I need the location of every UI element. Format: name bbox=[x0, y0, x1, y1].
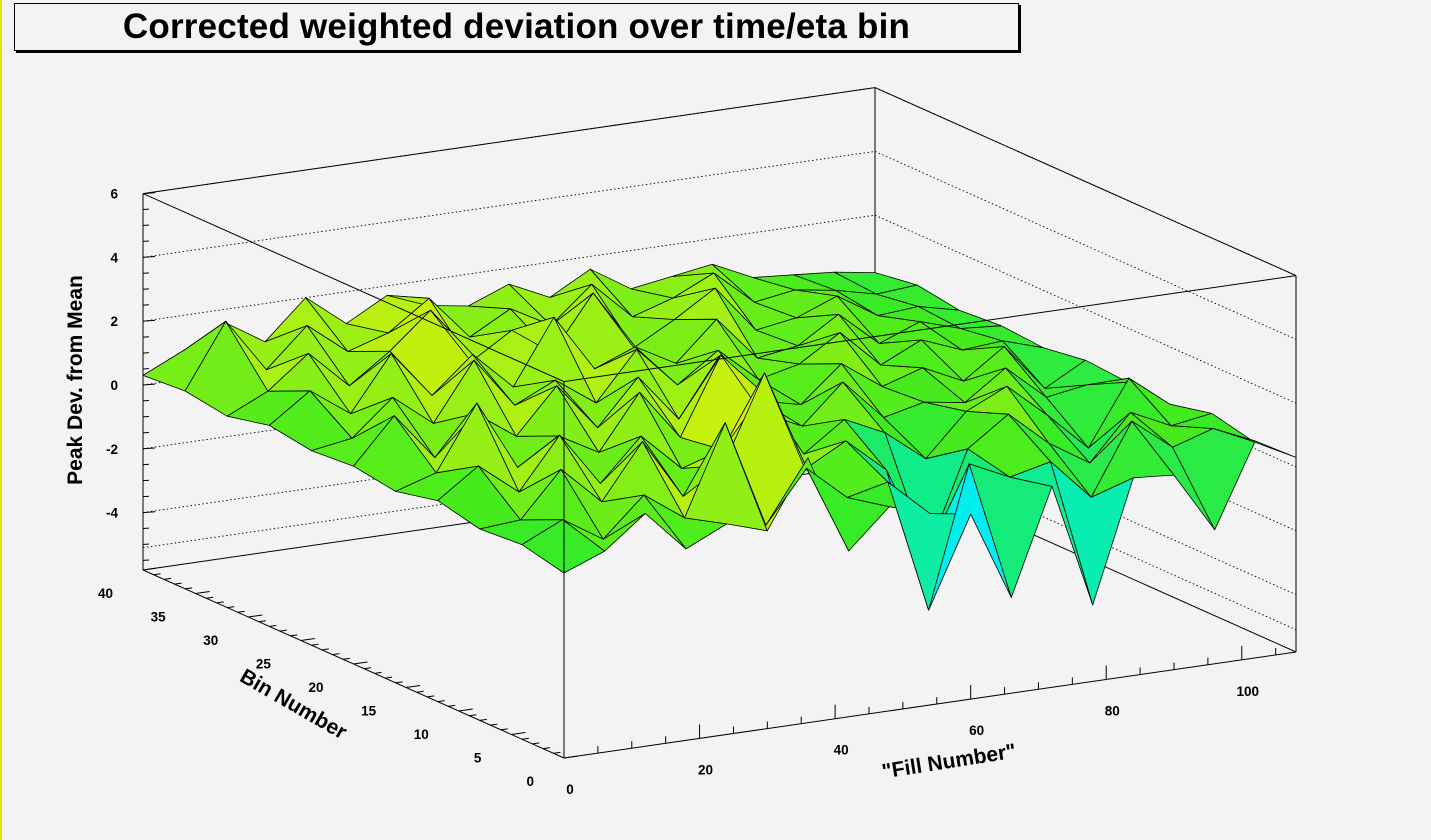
y-tick bbox=[216, 601, 224, 604]
x-tick-label: 80 bbox=[1105, 703, 1120, 718]
z-tick-label: -4 bbox=[106, 506, 118, 521]
y-tick bbox=[195, 591, 210, 594]
y-tick bbox=[427, 695, 435, 698]
y-tick bbox=[490, 723, 498, 726]
y-tick bbox=[469, 714, 477, 717]
x-axis-title: "Fill Number" bbox=[880, 740, 1017, 784]
y-tick bbox=[258, 620, 266, 623]
y-tick bbox=[227, 606, 235, 609]
y-tick bbox=[448, 704, 456, 707]
z-tick-label: 4 bbox=[110, 250, 118, 265]
z-tick bbox=[142, 256, 156, 258]
y-tick-label: 35 bbox=[151, 610, 167, 625]
y-tick bbox=[406, 685, 421, 688]
surface-mesh bbox=[142, 263, 1297, 611]
y-tick bbox=[532, 742, 540, 745]
y-tick bbox=[342, 657, 351, 660]
y-tick bbox=[185, 587, 193, 590]
y-tick bbox=[163, 577, 172, 580]
y-tick bbox=[542, 747, 551, 750]
x-tick-label: 60 bbox=[969, 723, 984, 738]
y-tick-label: 0 bbox=[526, 774, 534, 789]
y-tick bbox=[269, 624, 277, 627]
z-tick-label: 2 bbox=[110, 314, 118, 329]
z-gridline-back bbox=[142, 214, 876, 322]
y-tick bbox=[395, 681, 403, 684]
z-tick bbox=[142, 319, 156, 322]
y-tick bbox=[153, 573, 161, 576]
surface-cell bbox=[1212, 428, 1297, 458]
x-axis-line bbox=[563, 651, 1297, 759]
y-tick bbox=[416, 690, 424, 693]
y-tick-label: 10 bbox=[414, 727, 429, 742]
z-tick-label: 0 bbox=[110, 378, 118, 393]
y-tick bbox=[142, 567, 158, 571]
z-gridline-back bbox=[142, 87, 876, 195]
z-gridline-right bbox=[874, 150, 1297, 340]
y-tick-label: 15 bbox=[361, 704, 377, 719]
y-tick-label: 40 bbox=[98, 586, 113, 601]
y-tick bbox=[279, 629, 287, 632]
z-tick bbox=[142, 511, 156, 514]
y-tick bbox=[374, 671, 382, 674]
axis-tick-labels: 0 20 40 60 80 100 0 5 10 15 20 25 30 35 40 -4 -2 0 2 4 6 bbox=[98, 187, 1259, 797]
z-tick-label: 6 bbox=[110, 187, 118, 202]
chart-title-box: Corrected weighted deviation over time/e… bbox=[14, 3, 1019, 51]
y-tick bbox=[353, 661, 368, 665]
y-tick bbox=[458, 708, 473, 712]
box-edge-top-left bbox=[142, 193, 565, 383]
z-tick-label: -2 bbox=[106, 442, 118, 457]
y-tick bbox=[290, 634, 298, 637]
y-tick bbox=[311, 643, 319, 646]
y-tick bbox=[321, 648, 329, 651]
y-tick bbox=[174, 582, 182, 585]
y-tick bbox=[206, 596, 214, 599]
y-tick bbox=[363, 667, 372, 670]
x-tick-label: 0 bbox=[566, 782, 574, 797]
y-tick-label: 25 bbox=[256, 657, 272, 672]
axis-ticks bbox=[142, 192, 1277, 759]
box-edge-top-front bbox=[563, 275, 1297, 383]
x-tick-label: 20 bbox=[698, 762, 713, 777]
y-tick-label: 30 bbox=[203, 633, 218, 648]
y-tick bbox=[385, 676, 393, 679]
y-tick bbox=[300, 638, 315, 641]
z-axis-title: Peak Dev. from Mean bbox=[64, 275, 87, 485]
z-tick bbox=[142, 383, 156, 386]
y-axis-title: Bin Number bbox=[236, 665, 351, 744]
z-gridline-right bbox=[874, 214, 1297, 404]
y-tick-label: 5 bbox=[474, 751, 482, 766]
z-tick bbox=[142, 192, 156, 195]
y-tick bbox=[511, 732, 526, 735]
y-tick-label: 20 bbox=[308, 680, 323, 695]
y-tick bbox=[521, 737, 529, 740]
y-tick bbox=[479, 718, 487, 721]
y-tick bbox=[248, 614, 263, 618]
y-tick bbox=[332, 653, 340, 656]
x-tick-label: 100 bbox=[1237, 684, 1260, 699]
z-gridline-back bbox=[142, 150, 876, 258]
y-tick bbox=[500, 728, 508, 731]
canvas-left-border bbox=[0, 0, 2, 840]
y-tick bbox=[563, 755, 579, 759]
y-tick bbox=[553, 751, 561, 754]
x-tick-label: 40 bbox=[834, 743, 849, 758]
y-tick bbox=[437, 700, 445, 703]
chart-title: Corrected weighted deviation over time/e… bbox=[122, 7, 911, 46]
z-gridline-right bbox=[874, 87, 1297, 276]
y-tick bbox=[237, 610, 245, 613]
z-tick bbox=[142, 447, 156, 450]
